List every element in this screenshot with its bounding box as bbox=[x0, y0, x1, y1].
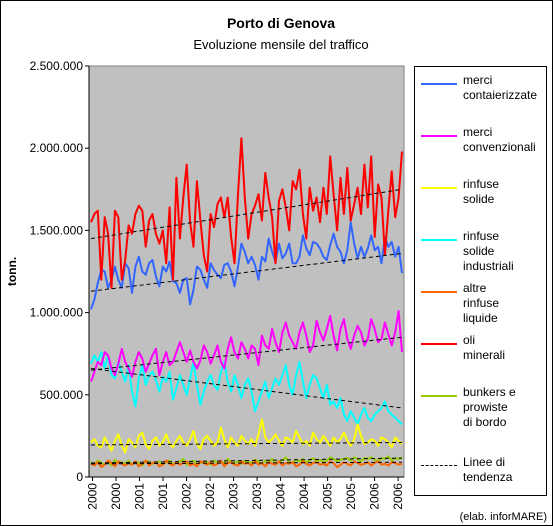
series-line-2 bbox=[90, 418, 403, 454]
legend-label: altre rinfuse liquide bbox=[463, 281, 500, 325]
x-tick-label: 2006 bbox=[391, 483, 405, 510]
x-tick-label: 2001 bbox=[133, 483, 147, 510]
legend-label: bunkers e prowiste di bordo bbox=[463, 385, 516, 429]
y-tick-label: 1.500.000 bbox=[30, 223, 84, 237]
series-line-0 bbox=[90, 221, 403, 310]
chart-subtitle: Evoluzione mensile del traffico bbox=[193, 37, 368, 52]
legend: merci contaierizzate merci convenzionali… bbox=[414, 66, 547, 496]
trend-line-4 bbox=[90, 461, 403, 465]
x-tick-label: 2003 bbox=[250, 483, 264, 510]
legend-swatch bbox=[421, 83, 457, 85]
legend-swatch bbox=[421, 239, 457, 241]
trend-line-0 bbox=[90, 252, 403, 292]
series-line-5 bbox=[90, 137, 403, 289]
legend-swatch-dashed bbox=[421, 465, 457, 466]
x-tick-label: 2002 bbox=[203, 483, 217, 510]
x-tick-label: 2003 bbox=[227, 483, 241, 510]
x-tick-label: 2006 bbox=[368, 483, 382, 510]
credit-label: (elab. inforMARE) bbox=[459, 511, 547, 523]
x-tick-label: 2005 bbox=[321, 483, 335, 510]
legend-label: oli minerali bbox=[463, 333, 506, 362]
trend-line-6 bbox=[90, 457, 403, 464]
plot-area bbox=[88, 65, 405, 478]
legend-label: rinfuse solide industriali bbox=[463, 229, 514, 273]
y-tick-label: 500.000 bbox=[40, 388, 84, 402]
y-tick-label: 2.000.000 bbox=[30, 141, 84, 155]
legend-label: Linee di tendenza bbox=[463, 455, 513, 484]
x-tick-label: 2005 bbox=[344, 483, 358, 510]
x-tick-label: 2001 bbox=[156, 483, 170, 510]
series-line-6 bbox=[90, 455, 403, 467]
x-tick-label: 2000 bbox=[86, 483, 100, 510]
x-tick-label: 2002 bbox=[180, 483, 194, 510]
trend-line-5 bbox=[90, 188, 403, 240]
legend-label: merci convenzionali bbox=[463, 125, 536, 154]
chart-title: Porto di Genova bbox=[227, 15, 335, 31]
y-axis-label: tonn. bbox=[5, 257, 19, 286]
legend-swatch bbox=[421, 187, 457, 189]
legend-label: rinfuse solide bbox=[463, 177, 500, 206]
y-tick-label: 0 bbox=[76, 470, 83, 484]
x-tick-label: 2004 bbox=[297, 483, 311, 510]
legend-swatch bbox=[421, 135, 457, 137]
series-line-3 bbox=[90, 351, 403, 426]
legend-swatch bbox=[421, 395, 457, 397]
trend-line-1 bbox=[90, 336, 403, 371]
trend-line-3 bbox=[90, 367, 403, 409]
y-tick-label: 2.500.000 bbox=[30, 59, 84, 73]
legend-swatch bbox=[421, 291, 457, 293]
legend-label: merci contaierizzate bbox=[463, 73, 538, 102]
trend-line-2 bbox=[90, 441, 403, 446]
x-tick-label: 2000 bbox=[109, 483, 123, 510]
y-tick-label: 1.000.000 bbox=[30, 306, 84, 320]
x-tick-label: 2004 bbox=[274, 483, 288, 510]
legend-swatch bbox=[421, 343, 457, 345]
